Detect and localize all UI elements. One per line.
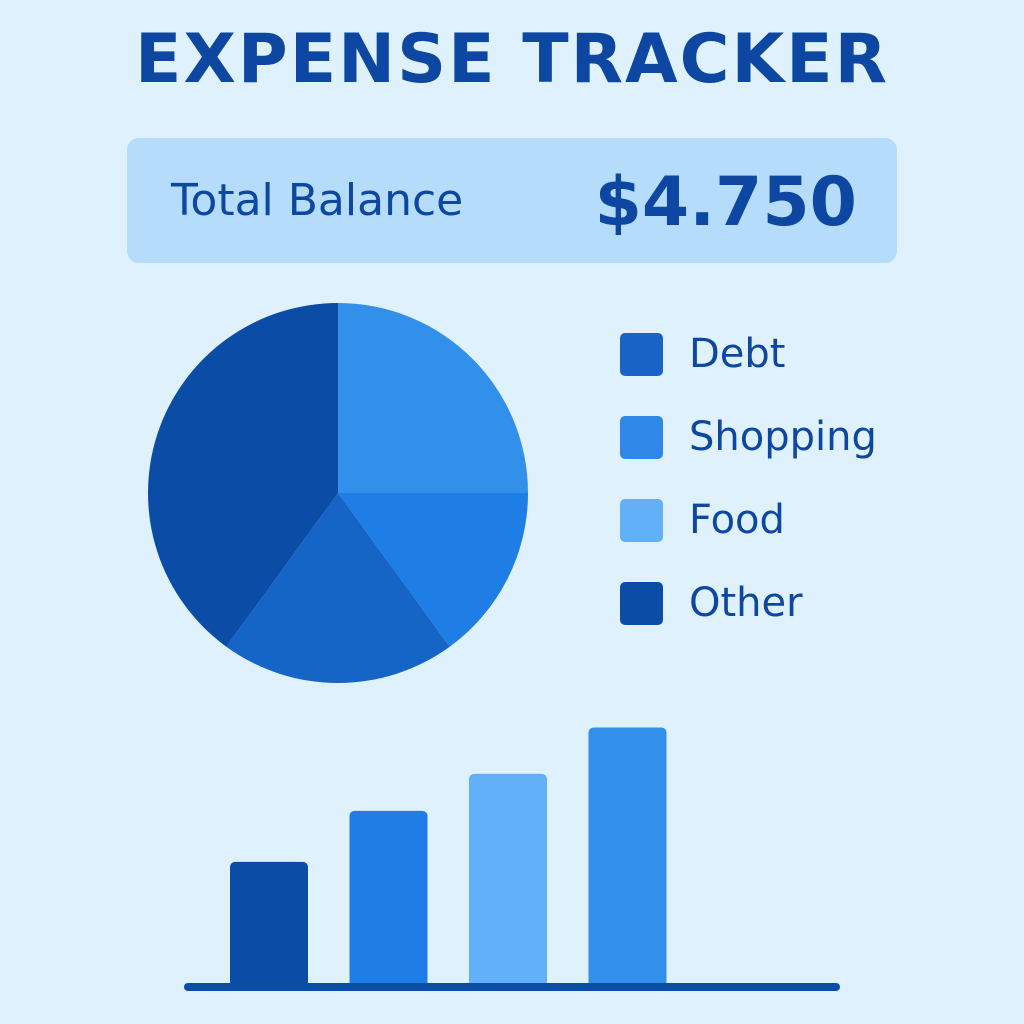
page-title: EXPENSE TRACKER [135,20,889,99]
bar-2 [349,810,428,991]
legend-swatch-shopping [620,416,663,459]
pie-slice-food [338,493,528,647]
legend-label-food: Food [689,497,785,543]
balance-value: $4.750 [594,163,857,242]
legend-item-food: Food [620,496,877,579]
legend-swatch-other [620,582,663,625]
pie-chart [147,303,528,683]
legend-swatch-food [620,499,663,542]
pie-slice-debt [226,493,450,683]
legend-item-debt: Debt [620,330,877,413]
legend-label-other: Other [689,580,803,626]
bar-chart [184,727,840,991]
pie-slice-shopping [338,303,528,493]
balance-label: Total Balance [171,175,464,226]
legend-label-debt: Debt [689,331,786,377]
legend-swatch-debt [620,333,663,376]
bar-1 [230,861,308,991]
bar-4 [588,727,667,991]
balance-card: Total Balance $4.750 [127,138,897,263]
pie-slice-other [147,303,338,647]
legend-item-other: Other [620,579,877,662]
legend-label-shopping: Shopping [689,414,877,460]
pie-legend: Debt Shopping Food Other [620,330,877,662]
legend-item-shopping: Shopping [620,413,877,496]
bar-3 [469,773,547,991]
